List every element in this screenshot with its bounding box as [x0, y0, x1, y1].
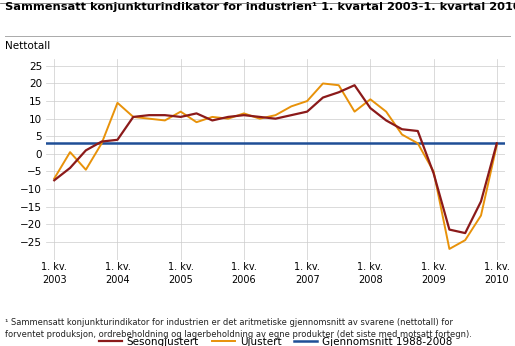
Text: Sammensatt konjunkturindikator for industrien¹ 1. kvartal 2003-1. kvartal 2010: Sammensatt konjunkturindikator for indus…	[5, 2, 515, 12]
Text: ¹ Sammensatt konjunkturindikator for industrien er det aritmetiske gjennomsnitt : ¹ Sammensatt konjunkturindikator for ind…	[5, 318, 472, 339]
Text: Nettotall: Nettotall	[5, 41, 50, 51]
Legend: Sesongjustert, Ujustert, Gjennomsnitt 1988-2008: Sesongjustert, Ujustert, Gjennomsnitt 19…	[95, 333, 456, 346]
